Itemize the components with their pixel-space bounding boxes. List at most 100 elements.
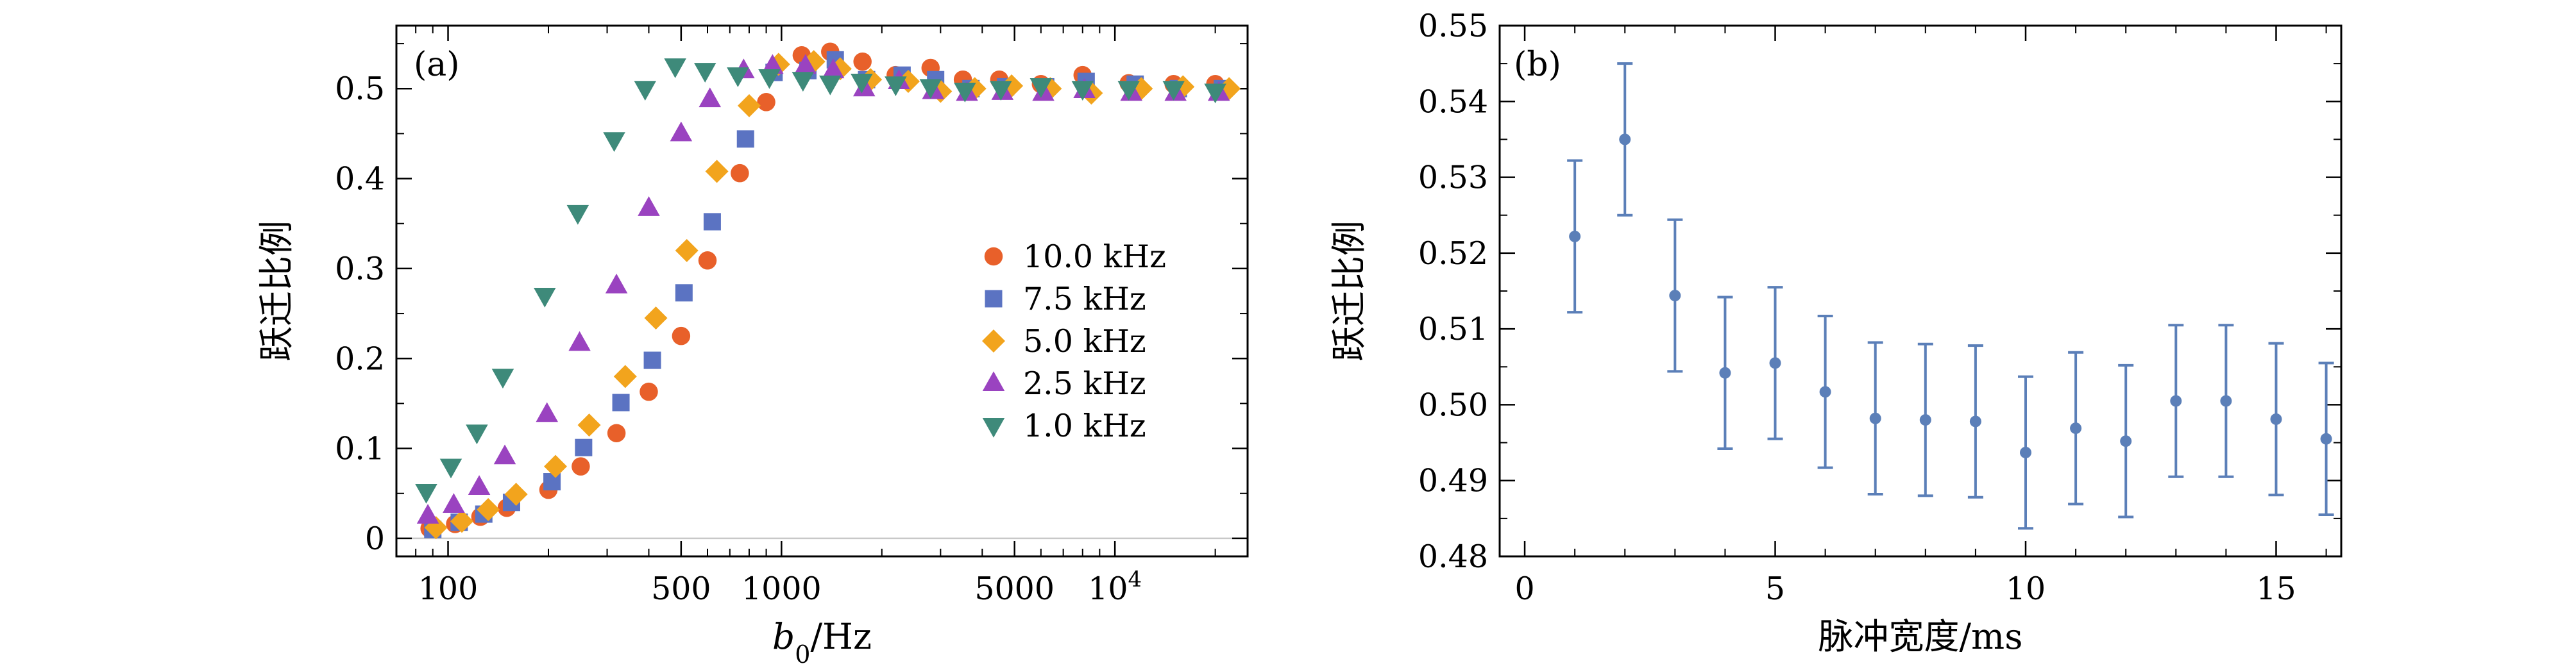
data-point (990, 81, 1012, 101)
data-point (566, 204, 589, 225)
x-tick-label: 1000 (741, 570, 822, 607)
x-axis-title-main: b (772, 616, 795, 657)
data-point (1569, 230, 1581, 242)
y-tick-label: 0.53 (1418, 160, 1488, 196)
y-axis-title: 跃迁比例 (1328, 221, 1369, 362)
legend-marker (984, 247, 1003, 266)
data-point (727, 67, 749, 87)
data-point (450, 510, 474, 533)
data-point (640, 382, 658, 401)
x-tick-label-exponent: 4 (1128, 567, 1142, 592)
y-tick-label: 0.3 (335, 251, 385, 287)
y-tick-label: 0 (365, 520, 385, 557)
data-point (416, 504, 439, 524)
x-tick-label: 15 (2256, 570, 2296, 607)
data-point (2270, 413, 2282, 425)
legend-marker (982, 371, 1005, 391)
data-point (703, 213, 721, 231)
y-tick-label: 0.51 (1418, 311, 1488, 347)
panel-b: 0 5 10 15 0.48 0.49 0.50 0.51 0.52 0.53 0.54 0.55 脉冲… (1328, 8, 2343, 657)
data-point (543, 473, 561, 491)
data-point (2320, 433, 2332, 445)
panel-a: 100 500 1000 5000 10400.10.20.30.40.5b0/Hz跃迁… (256, 24, 1249, 666)
y-tick-label: 0.52 (1418, 235, 1488, 272)
y-tick-label: 0.55 (1418, 8, 1488, 44)
data-point (1819, 386, 1831, 398)
x-tick-label: 10 (2006, 570, 2046, 607)
data-point (1919, 414, 1931, 426)
data-point (1619, 133, 1631, 146)
data-point (1769, 357, 1781, 369)
legend-marker (982, 418, 1005, 438)
data-point (612, 394, 630, 412)
data-point (675, 238, 699, 262)
legend-label: 2.5 kHz (1023, 365, 1146, 402)
data-point (731, 163, 749, 183)
data-point (919, 79, 942, 99)
y-axis-title: 跃迁比例 (256, 221, 297, 362)
x-axis-title-rest: /Hz (810, 616, 871, 657)
data-point (1117, 81, 1140, 101)
data-point (885, 76, 907, 96)
data-point (1162, 81, 1185, 101)
data-point (736, 130, 754, 148)
y-tick-label: 0.48 (1418, 538, 1488, 575)
legend-label: 10.0 kHz (1023, 238, 1166, 275)
data-point (638, 196, 660, 216)
y-tick-label: 0.49 (1418, 463, 1488, 499)
data-point (954, 83, 976, 103)
data-point (634, 81, 657, 101)
x-axis-title: b0/Hz (772, 616, 872, 666)
x-tick-label: 104 (1088, 567, 1142, 607)
x-tick-label: 500 (651, 570, 711, 607)
data-point (758, 69, 781, 89)
y-tick-label: 0.54 (1418, 83, 1488, 120)
data-point (477, 498, 500, 522)
legend: 10.0 kHz 7.5 kHz 5.0 kHz 2.5 kHz 1.0 kHz (982, 238, 1166, 444)
data-point (613, 365, 637, 388)
data-point (2220, 395, 2232, 407)
data-point (643, 351, 661, 369)
x-axis-title-sub: 0 (795, 640, 810, 666)
data-point (544, 454, 568, 478)
data-point (761, 54, 784, 74)
data-point (536, 402, 558, 422)
data-point (2170, 395, 2182, 407)
data-point (737, 94, 761, 117)
data-point (439, 458, 462, 479)
data-point (1719, 367, 1731, 379)
panel-label-b: (b) (1514, 46, 1561, 84)
x-tick-label: 5000 (974, 570, 1055, 607)
data-point (705, 160, 729, 183)
data-point (822, 58, 845, 79)
data-point (572, 457, 590, 476)
panel-label-a: (a) (414, 46, 460, 84)
data-point (792, 72, 815, 92)
data-point (1204, 83, 1226, 104)
data-point (568, 331, 591, 351)
data-point (851, 74, 873, 94)
legend-marker (982, 329, 1005, 353)
data-point (672, 326, 691, 345)
x-tick-label: 0 (1514, 570, 1534, 607)
legend-label: 5.0 kHz (1023, 323, 1146, 360)
data-point (491, 369, 514, 389)
data-point (443, 493, 465, 513)
data-point (698, 251, 717, 270)
x-tick-label: 100 (418, 570, 479, 607)
data-point (493, 444, 516, 465)
data-point (2070, 422, 2082, 435)
data-point (415, 483, 437, 504)
y-tick-label: 0.5 (335, 71, 385, 107)
data-point (603, 132, 625, 152)
data-point (2020, 446, 2031, 458)
y-tick-label: 0.50 (1418, 387, 1488, 423)
data-point (2120, 435, 2132, 447)
data-point (675, 284, 693, 302)
x-tick-label: 5 (1765, 570, 1785, 607)
y-tick-label: 0.1 (335, 431, 385, 467)
plot-frame (395, 24, 1249, 558)
data-point (1969, 415, 1981, 428)
data-point (607, 424, 626, 442)
data-point (534, 288, 556, 308)
